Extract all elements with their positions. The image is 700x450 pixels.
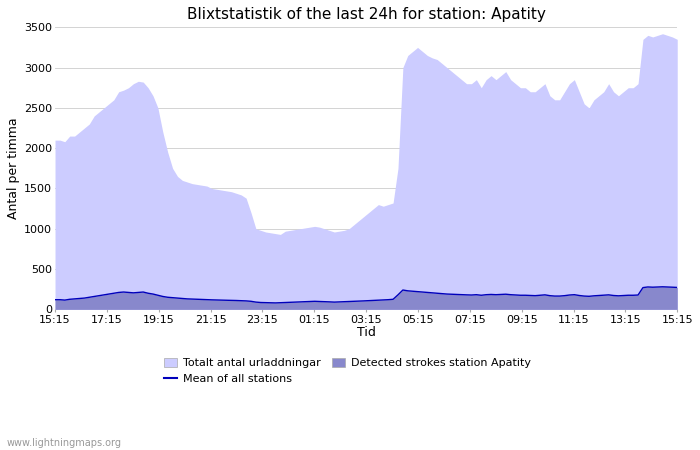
Y-axis label: Antal per timma: Antal per timma — [7, 117, 20, 219]
X-axis label: Tid: Tid — [357, 326, 376, 339]
Title: Blixtstatistik of the last 24h for station: Apatity: Blixtstatistik of the last 24h for stati… — [187, 7, 545, 22]
Text: www.lightningmaps.org: www.lightningmaps.org — [7, 438, 122, 448]
Legend: Totalt antal urladdningar, Mean of all stations, Detected strokes station Apatit: Totalt antal urladdningar, Mean of all s… — [164, 358, 531, 384]
